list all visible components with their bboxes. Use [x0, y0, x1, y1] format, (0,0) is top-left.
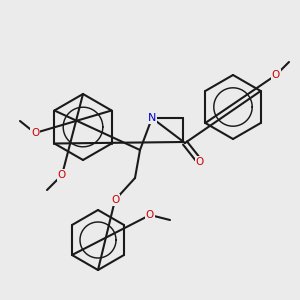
Text: O: O	[272, 70, 280, 80]
Text: O: O	[111, 195, 119, 205]
Text: O: O	[146, 210, 154, 220]
Text: O: O	[31, 128, 39, 138]
Text: O: O	[196, 157, 204, 167]
Text: N: N	[148, 113, 156, 123]
Text: O: O	[58, 170, 66, 180]
